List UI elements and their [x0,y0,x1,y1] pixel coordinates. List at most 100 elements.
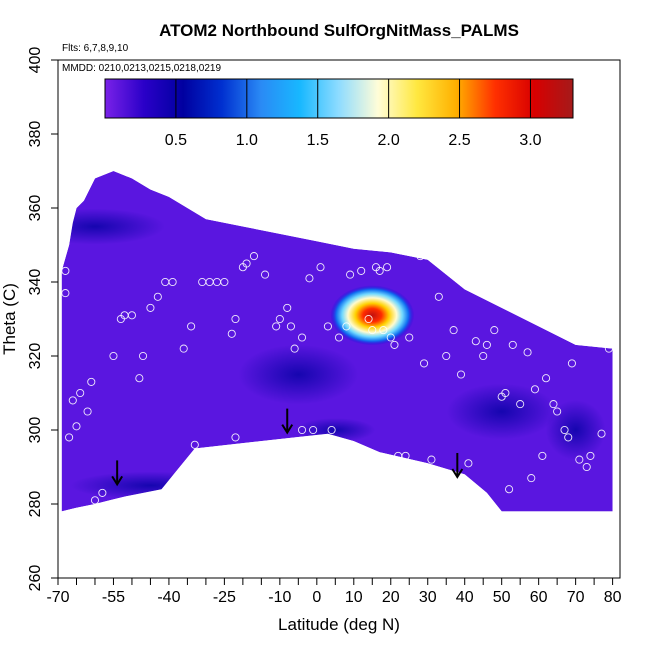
x-axis: -70 -55 -40 -25 -10 0 10 20 30 40 50 60 70 80 [46,578,622,606]
x-axis-label: Latitude (deg N) [278,615,400,634]
sample-point [179,344,188,353]
colorbar-tick-label: 0.5 [165,132,187,149]
colorbar-bar [104,78,574,119]
y-tick-label: 280 [27,491,44,518]
arrow-head [111,475,124,487]
sample-point [538,451,547,460]
sample-point [383,263,392,272]
sample-point [138,351,148,361]
sample-point [456,370,466,379]
sample-point [405,333,414,342]
sample-point [386,333,395,342]
sample-point [375,266,384,275]
sample-point [516,400,525,409]
flights-label: Flts: 6,7,8,9,10 [62,43,129,54]
x-tick-label: 0 [312,589,321,606]
y-axis: 260 280 300 320 340 360 380 400 [27,47,58,591]
sample-point [342,322,351,331]
sample-point [90,496,100,505]
sample-point [316,263,325,272]
sample-point [549,400,558,409]
sample-point [309,425,318,435]
colorbar-ticks: 0.5 1.0 1.5 2.0 2.5 3.0 [165,79,542,149]
sample-point [72,422,81,431]
field-layer [61,171,613,512]
sample-point [479,351,488,361]
sample-point [153,292,162,301]
sample-point [65,433,74,442]
sample-point [379,326,388,335]
sample-point [582,462,591,472]
field-dark-region [238,344,359,405]
sample-point [368,326,377,335]
sample-point [416,252,425,261]
sample-point [286,322,295,331]
sample-point [505,485,514,494]
sample-point [283,303,292,312]
sample-point [527,474,536,483]
sample-point [297,425,307,435]
sample-point [323,322,332,331]
sample-point [261,270,270,279]
sample-point [427,455,436,464]
sample-point [346,270,355,279]
sample-point [523,348,532,357]
sample-point [272,322,281,331]
colorbar-tick-label: 2.5 [448,132,470,149]
sample-point [586,451,595,460]
x-tick-label: 40 [456,589,474,606]
x-tick-label: -40 [157,589,180,606]
sample-point [501,388,510,398]
sample-point [231,433,240,442]
sample-point [530,385,540,394]
x-tick-label: -10 [268,589,291,606]
sample-point [553,407,562,416]
x-tick-label: 30 [419,589,437,606]
sample-point [275,314,284,324]
y-tick-label: 300 [27,417,44,444]
sample-point [190,440,199,449]
sample-point [98,488,107,497]
x-tick-label: 80 [604,589,622,606]
sample-point [109,351,118,361]
x-tick-label: -70 [46,589,69,606]
arrow-markers [111,408,464,487]
y-axis-label: Theta (C) [0,283,19,355]
colorbar-tick-label: 3.0 [519,132,541,149]
sample-point [231,314,240,324]
sample-point [242,259,251,268]
y-tick-label: 400 [27,47,44,74]
x-tick-label: 70 [567,589,585,606]
sample-point [442,351,451,361]
colorbar-tick-label: 1.5 [307,132,329,149]
sample-point [297,333,307,342]
sample-point [464,459,473,468]
sample-point [567,359,576,368]
sample-point [61,266,70,275]
sample-point [349,444,358,453]
plot-frame [57,59,621,579]
sample-point [401,451,410,460]
sample-point [127,311,136,320]
sample-point [357,266,366,275]
sample-point [61,289,70,298]
sample-point [597,429,606,438]
sample-point [146,303,155,312]
sample-point [575,455,584,464]
field-hotspot [330,285,415,346]
x-tick-label: 50 [493,589,511,606]
sample-point [83,407,92,416]
sample-point [135,374,144,383]
sample-point [68,396,77,405]
field-dark-region [61,208,165,245]
chart-title: ATOM2 Northbound SulfOrgNitMass_PALMS [159,21,519,40]
sample-point [560,425,569,435]
x-tick-label: 60 [530,589,548,606]
sample-point [482,340,491,349]
sample-point [471,337,480,346]
sample-point [334,333,344,342]
sample-points [61,252,613,505]
sample-point [220,277,229,287]
sample-point [290,344,299,353]
